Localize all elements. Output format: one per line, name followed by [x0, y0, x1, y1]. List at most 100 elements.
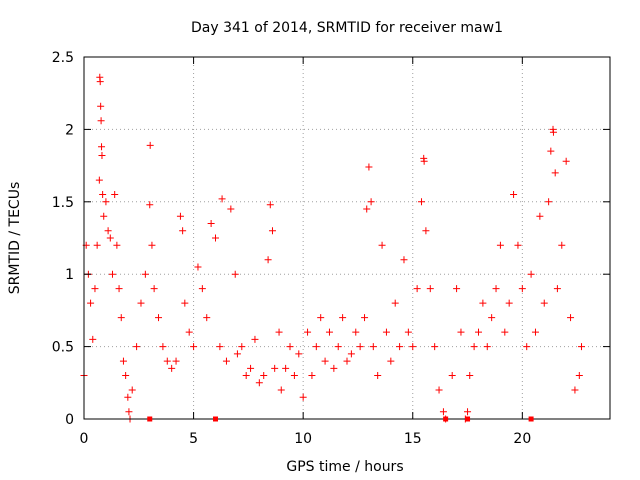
data-point — [575, 372, 583, 380]
y-tick-label: 2 — [65, 122, 74, 138]
data-point — [194, 263, 202, 271]
data-point — [352, 328, 360, 336]
data-point — [531, 328, 539, 336]
data-point — [163, 357, 171, 365]
data-point — [218, 195, 226, 203]
data-point — [470, 343, 478, 351]
y-tick-label: 0.5 — [52, 340, 74, 356]
data-point — [113, 241, 121, 249]
data-point — [231, 270, 239, 278]
data-point — [409, 343, 417, 351]
data-point — [347, 350, 355, 358]
data-point — [496, 241, 504, 249]
data-point — [104, 227, 112, 235]
data-point — [562, 157, 570, 165]
data-point — [391, 299, 399, 307]
data-point — [141, 270, 149, 278]
data-point — [148, 241, 156, 249]
data-point — [369, 343, 377, 351]
data-point — [179, 227, 187, 235]
data-point — [330, 364, 338, 372]
axis-ticks — [83, 56, 610, 420]
data-point — [426, 285, 434, 293]
data-point — [150, 285, 158, 293]
y-tick-label: 1.5 — [52, 195, 74, 211]
data-point — [125, 408, 133, 416]
data-point — [308, 372, 316, 380]
data-point — [242, 372, 250, 380]
data-point — [87, 299, 95, 307]
data-point — [212, 234, 219, 242]
data-point — [374, 372, 382, 380]
data-point — [540, 299, 548, 307]
data-point — [260, 372, 268, 380]
data-point — [553, 285, 561, 293]
data-point — [334, 343, 342, 351]
data-point — [282, 364, 290, 372]
data-point — [464, 408, 472, 416]
data-point — [115, 285, 123, 293]
data-point — [501, 328, 509, 336]
data-point — [117, 314, 125, 322]
data-point — [119, 357, 127, 365]
plot-area — [84, 57, 610, 419]
y-tick-label: 1 — [65, 267, 74, 283]
data-point — [567, 314, 575, 322]
data-point — [439, 408, 447, 416]
data-point — [547, 147, 555, 155]
data-point — [551, 169, 559, 177]
data-point — [97, 117, 105, 125]
data-point — [286, 343, 294, 351]
data-point — [295, 350, 303, 358]
data-point — [128, 386, 136, 394]
x-tick-label: 20 — [513, 431, 531, 447]
data-point — [299, 393, 307, 401]
data-point — [492, 285, 500, 293]
data-point — [365, 163, 373, 171]
data-point — [97, 102, 105, 110]
data-point — [367, 198, 375, 206]
data-point — [505, 299, 513, 307]
data-point — [418, 198, 426, 206]
y-tick-labels: 0 0.5 1 1.5 2 2.5 — [52, 50, 74, 428]
data-point — [251, 335, 259, 343]
data-point — [168, 364, 176, 372]
data-point — [420, 157, 428, 165]
data-point — [483, 343, 491, 351]
data-point — [95, 176, 103, 184]
chart-title: Day 341 of 2014, SRMTID for receiver maw… — [191, 20, 503, 36]
data-point — [100, 212, 108, 220]
data-point — [133, 343, 141, 351]
data-point — [247, 364, 255, 372]
data-point — [108, 270, 116, 278]
data-point — [277, 386, 285, 394]
data-point — [146, 201, 154, 209]
data-point — [111, 191, 119, 199]
data-point — [343, 357, 351, 365]
data-point — [207, 220, 215, 228]
data-point — [382, 328, 390, 336]
data-point — [99, 191, 107, 199]
axis-markers — [147, 416, 534, 422]
axis-marker — [528, 416, 534, 422]
x-tick-labels: 0 5 10 15 20 — [80, 431, 532, 447]
data-point — [510, 191, 518, 199]
data-point — [475, 328, 482, 336]
data-point — [317, 314, 325, 322]
data-point — [271, 364, 279, 372]
data-point — [435, 386, 443, 394]
data-point — [304, 328, 312, 336]
data-point — [227, 205, 235, 213]
data-point — [124, 393, 132, 401]
data-point — [514, 241, 522, 249]
data-point — [339, 314, 347, 322]
data-point — [523, 343, 531, 351]
data-point — [422, 227, 430, 235]
data-point — [93, 241, 101, 249]
data-point — [404, 328, 412, 336]
data-point — [91, 285, 99, 293]
data-point — [96, 78, 104, 86]
data-point — [545, 198, 553, 206]
axis-marker — [465, 416, 471, 422]
